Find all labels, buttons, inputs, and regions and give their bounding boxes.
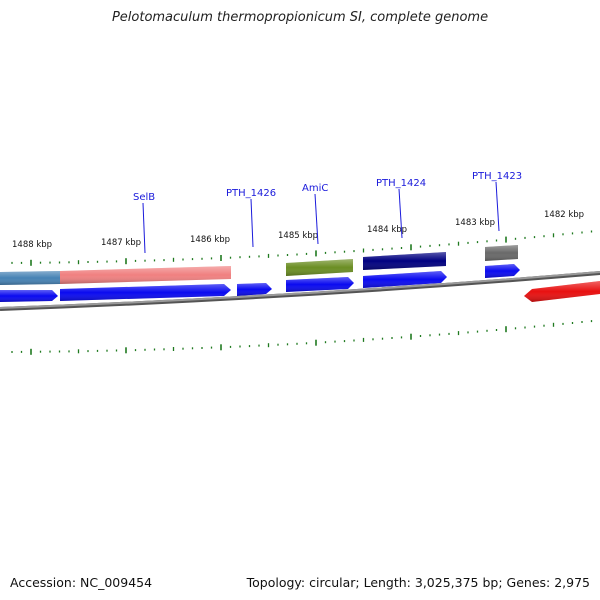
kbp-label-1483: 1483 kbp [455,218,495,228]
kbp-label-1482: 1482 kbp [544,210,584,220]
genome-info-text: Topology: circular; Length: 3,025,375 bp… [246,575,590,590]
gene-label-lines [142,181,500,254]
gene-label-selb[interactable]: SelB [133,192,155,203]
kbp-scale-labels: 1488 kbp 1487 kbp 1486 kbp 1485 kbp 1484… [12,210,584,250]
kbp-label-1487: 1487 kbp [101,238,141,248]
kbp-label-1485: 1485 kbp [278,231,318,241]
feature-track [0,245,518,285]
gene-labels: SelB PTH_1426 AmiC PTH_1424 PTH_1423 [133,171,522,203]
gene-label-pth1424[interactable]: PTH_1424 [376,178,426,189]
accession-text: Accession: NC_009454 [10,575,153,590]
outer-scale-ticks [11,230,593,266]
kbp-label-1488: 1488 kbp [12,240,52,250]
map-title: Pelotomaculum thermopropionicum SI, comp… [111,10,489,25]
kbp-label-1486: 1486 kbp [190,235,230,245]
genome-backbone [0,271,600,309]
gene-label-pth1423[interactable]: PTH_1423 [472,171,522,182]
gene-label-amic[interactable]: AmiC [302,183,328,194]
cds-track [0,264,600,302]
gene-label-pth1426[interactable]: PTH_1426 [226,188,276,199]
inner-scale-ticks [11,320,593,355]
kbp-label-1484: 1484 kbp [367,225,407,235]
